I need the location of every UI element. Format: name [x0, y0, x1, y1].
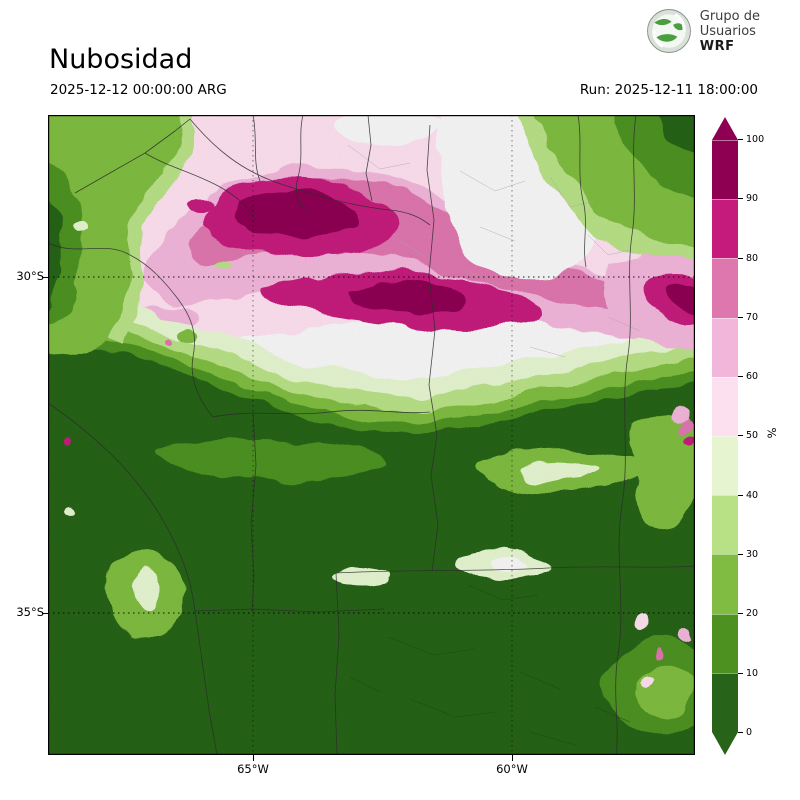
colorbar-tick: 10 [738, 668, 784, 679]
colorbar-segment [712, 139, 738, 200]
colorbar-segment [712, 495, 738, 555]
colorbar-segment [712, 376, 738, 436]
graticule-lines [48, 115, 695, 755]
colorbar-segment [712, 554, 738, 614]
colorbar-segment [712, 317, 738, 377]
lat-label-35s: 35°S [16, 605, 44, 619]
wrf-logo: Grupo de Usuarios WRF [646, 8, 760, 54]
colorbar-segment [712, 199, 738, 259]
colorbar-tick: 50 [738, 430, 784, 441]
colorbar-tick: 100 [738, 134, 784, 145]
colorbar-ticks: 100 90 80 70 60 50 40 30 20 10 0 [738, 134, 784, 738]
colorbar-tick: 20 [738, 608, 784, 619]
lon-label-60w: 60°W [496, 762, 528, 776]
lon-tick-60w [512, 755, 513, 761]
valid-time-label: 2025-12-12 00:00:00 ARG [50, 82, 227, 98]
lon-tick-65w [253, 755, 254, 761]
lon-label-65w: 65°W [237, 762, 269, 776]
department-boundaries [347, 144, 641, 358]
colorbar-tick: 80 [738, 253, 784, 264]
logo-line-2: Usuarios [699, 23, 756, 39]
lat-tick-35s [42, 613, 48, 614]
wrf-globe-icon [646, 9, 691, 53]
wrf-logo-text: Grupo de Usuarios WRF [700, 9, 760, 54]
colorbar-segment [712, 258, 738, 318]
run-time-label: Run: 2025-12-11 18:00:00 [579, 82, 758, 98]
lat-label-30s: 30°S [16, 269, 44, 283]
colorbar-tick: 30 [738, 549, 784, 560]
department-boundaries-south [349, 584, 631, 746]
colorbar-unit-label: % [764, 427, 779, 439]
logo-line-1: Grupo de [699, 8, 760, 24]
province-borders [48, 115, 695, 755]
colorbar-segment [712, 435, 738, 496]
colorbar-tick: 60 [738, 371, 784, 382]
colorbar-tick: 0 [738, 727, 784, 738]
colorbar-over-arrow [712, 117, 738, 140]
map-frame [48, 115, 695, 755]
colorbar-segment [712, 613, 738, 673]
colorbar-tick: 40 [738, 490, 784, 501]
page-title: Nubosidad [49, 44, 193, 76]
colorbar [712, 139, 738, 732]
colorbar-tick: 90 [738, 193, 784, 204]
map-canvas [48, 115, 695, 755]
lat-tick-30s [42, 277, 48, 278]
colorbar-segment [712, 672, 738, 732]
logo-line-3: WRF [699, 38, 735, 54]
colorbar-under-arrow [712, 732, 738, 755]
grain-overlay [48, 115, 695, 755]
colorbar-tick: 70 [738, 312, 784, 323]
